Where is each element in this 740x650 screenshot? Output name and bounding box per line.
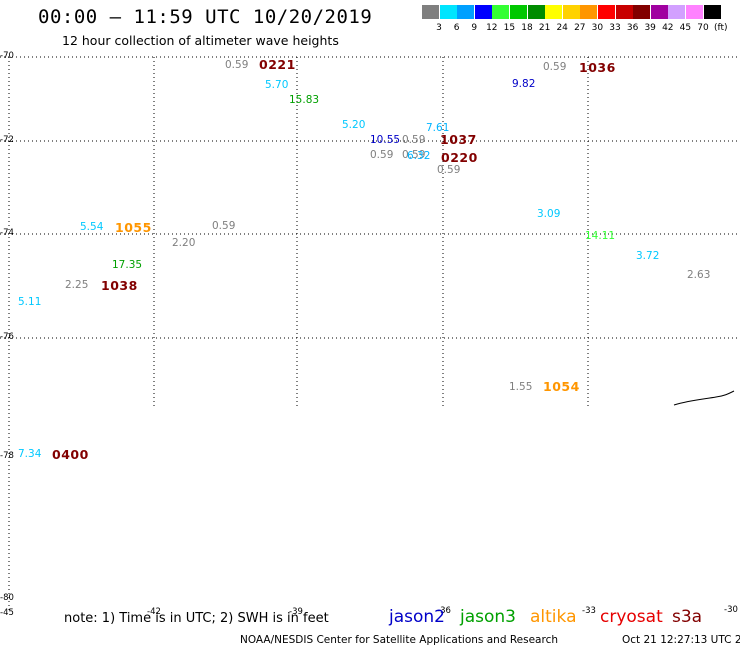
time-label: 0400 bbox=[52, 447, 89, 462]
legend-swatch bbox=[439, 5, 457, 19]
latitude-tick-label: -76 bbox=[0, 332, 14, 342]
legend-label: 12 bbox=[486, 23, 498, 33]
legend-swatch bbox=[650, 5, 668, 19]
legend-swatch bbox=[686, 5, 703, 19]
generated-timestamp: Oct 21 12:27:13 UTC 2019 bbox=[622, 634, 740, 646]
wave-height-label: 0.59 bbox=[212, 220, 236, 232]
wave-height-label: 15.83 bbox=[289, 94, 320, 106]
wave-height-label: 0.59 bbox=[437, 164, 461, 176]
wave-height-label: 0.59 bbox=[402, 149, 426, 161]
latitude-tick-label: -80 bbox=[0, 593, 14, 603]
legend-label: 18 bbox=[521, 23, 533, 33]
legend-swatch bbox=[474, 5, 492, 19]
satellite-cryosat: cryosat bbox=[600, 607, 663, 627]
wave-height-label: 17.35 bbox=[112, 259, 143, 271]
legend-swatch bbox=[703, 5, 721, 19]
longitude-tick-label: -30 bbox=[724, 605, 738, 615]
legend-label: 15 bbox=[503, 23, 516, 33]
wave-height-label: 14.11 bbox=[585, 230, 616, 242]
time-label: 0221 bbox=[259, 57, 296, 72]
legend-label: 21 bbox=[538, 23, 551, 33]
map-subtitle: 12 hour collection of altimeter wave hei… bbox=[62, 33, 339, 48]
satellite-altika: altika bbox=[530, 607, 577, 627]
wave-height-label: 2.63 bbox=[687, 269, 711, 281]
wave-height-label: 1.55 bbox=[509, 381, 533, 393]
longitude-tick-label: -36 bbox=[437, 606, 451, 616]
wave-height-label: 10.55 bbox=[370, 134, 401, 146]
latitude-tick-label: -74 bbox=[0, 228, 14, 238]
legend-swatch bbox=[492, 5, 510, 19]
latitude-tick-label: -78 bbox=[0, 451, 14, 461]
legend-swatch bbox=[457, 5, 475, 19]
legend-swatch bbox=[527, 5, 545, 19]
latitude-tick-label: -70 bbox=[0, 51, 14, 61]
legend-label: 42 bbox=[662, 23, 674, 33]
longitude-tick-label: -33 bbox=[582, 606, 596, 616]
legend-swatch bbox=[598, 5, 615, 19]
legend-label: 39 bbox=[644, 23, 656, 33]
time-label: 1054 bbox=[543, 379, 580, 394]
legend-swatch bbox=[580, 5, 598, 19]
time-label: 0220 bbox=[441, 150, 478, 165]
legend-label: 3 bbox=[436, 23, 442, 33]
wave-height-label: 0.59 bbox=[370, 149, 394, 161]
legend-label: 24 bbox=[556, 23, 568, 33]
legend-label: 30 bbox=[591, 23, 604, 33]
legend-swatch bbox=[510, 5, 527, 19]
legend-swatch bbox=[668, 5, 686, 19]
wave-height-label: 6.32 bbox=[407, 150, 431, 162]
legend-swatch bbox=[422, 5, 439, 19]
note-text: note: 1) Time is in UTC; 2) SWH is in fe… bbox=[64, 611, 329, 626]
wave-height-label: 3.09 bbox=[537, 208, 561, 220]
wave-height-label: 3.72 bbox=[636, 250, 660, 262]
coastline bbox=[673, 390, 735, 406]
map-title: 00:00 – 11:59 UTC 10/20/2019 bbox=[38, 6, 373, 28]
wave-height-label: 5.54 bbox=[80, 221, 104, 233]
graticule bbox=[0, 56, 740, 610]
footer-credit: NOAA/NESDIS Center for Satellite Applica… bbox=[240, 634, 558, 646]
time-label: 1036 bbox=[579, 60, 616, 75]
wave-height-label: 5.70 bbox=[265, 79, 289, 91]
time-label: 1055 bbox=[115, 220, 152, 235]
longitude-tick-label: -39 bbox=[289, 607, 303, 617]
satellite-jason2: jason2 bbox=[389, 607, 445, 627]
satellite-jason3: jason3 bbox=[460, 607, 516, 627]
wave-height-label: 7.34 bbox=[18, 448, 42, 460]
legend-swatch bbox=[633, 5, 651, 19]
legend-swatch bbox=[562, 5, 580, 19]
longitude-tick-label: -45 bbox=[0, 608, 14, 618]
legend-label: 33 bbox=[609, 23, 621, 33]
latitude-tick-label: -72 bbox=[0, 135, 14, 145]
legend-label: 27 bbox=[574, 23, 586, 33]
wave-height-label: 5.11 bbox=[18, 296, 42, 308]
wave-height-label: 0.59 bbox=[402, 134, 426, 146]
wave-height-label: 0.59 bbox=[543, 61, 567, 73]
wave-height-label: 7.61 bbox=[426, 122, 450, 134]
wave-height-label: 0.59 bbox=[225, 59, 249, 71]
wave-height-label: 2.25 bbox=[65, 279, 89, 291]
legend-label: 45 bbox=[679, 23, 692, 33]
legend-label: 70 bbox=[697, 23, 709, 33]
legend-label: 9 bbox=[471, 23, 478, 33]
legend-label: 36 bbox=[626, 23, 639, 33]
wave-height-label: 5.20 bbox=[342, 119, 366, 131]
time-label: 1038 bbox=[101, 278, 138, 293]
legend-label: 6 bbox=[453, 23, 460, 33]
time-label: 1037 bbox=[440, 132, 477, 147]
longitude-tick-label: -42 bbox=[147, 607, 161, 617]
satellite-s3a: s3a bbox=[672, 607, 703, 627]
legend-swatch bbox=[545, 5, 563, 19]
legend-swatch bbox=[615, 5, 633, 19]
wave-height-label: 9.82 bbox=[512, 78, 536, 90]
wave-height-label: 2.20 bbox=[172, 237, 196, 249]
legend-unit: (ft) bbox=[714, 23, 728, 33]
